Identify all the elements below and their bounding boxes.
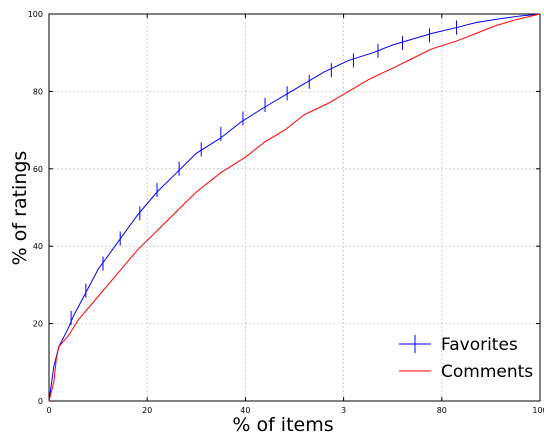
x-tick-label: 40 [240, 406, 250, 415]
x-tick-label: 100 [532, 406, 544, 415]
series-line-favorites [48, 13, 541, 402]
y-tick-label: 0 [38, 397, 43, 406]
legend: Favorites Comments [399, 335, 533, 382]
y-tick-label: 80 [33, 87, 43, 96]
y-tick-label: 40 [33, 242, 43, 251]
legend-favorites-label: Favorites [441, 335, 518, 355]
x-tick-label: 3 [341, 406, 346, 415]
grid-lines [49, 14, 540, 401]
x-tick-label: 80 [437, 406, 447, 415]
plot-frame [48, 13, 541, 402]
y-axis-label: % of ratings [9, 151, 31, 266]
x-tick-label: 20 [142, 406, 152, 415]
series-layer [48, 13, 541, 402]
y-tick-label: 100 [28, 10, 43, 19]
y-axis-ticks: 0 20 40 60 80 100 [28, 10, 540, 406]
x-axis-label: % of items [232, 414, 333, 433]
legend-comments-label: Comments [441, 362, 533, 382]
series-line-comments [48, 13, 541, 402]
x-axis-ticks: 0 20 40 3 80 100 [46, 14, 544, 415]
y-tick-label: 20 [33, 320, 43, 329]
x-tick-label: 0 [46, 406, 51, 415]
y-tick-label: 60 [33, 165, 43, 174]
